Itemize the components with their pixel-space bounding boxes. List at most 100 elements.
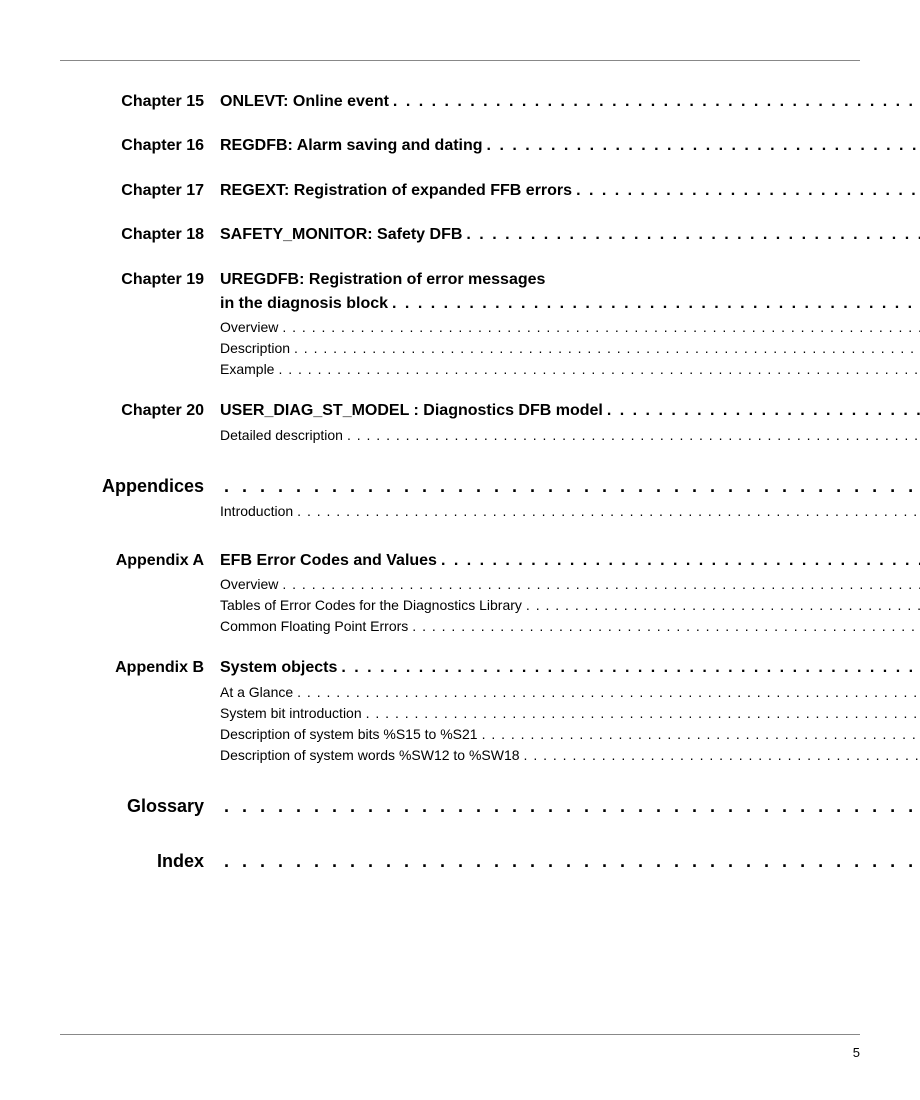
dot-leader: . . . . . . . . . . . . . . . . . . . . … (462, 224, 920, 246)
toc-sub-line: Description. . . . . . . . . . . . . . .… (220, 338, 920, 359)
toc-entry: Chapter 18SAFETY_MONITOR: Safety DFB. . … (60, 224, 860, 248)
toc-body: . . . . . . . . . . . . . . . . . . . . … (220, 849, 920, 876)
toc-sub-line: Detailed description. . . . . . . . . . … (220, 425, 920, 446)
toc-sub-line: Introduction. . . . . . . . . . . . . . … (220, 501, 920, 522)
spacer (60, 164, 860, 180)
toc-entry: Index. . . . . . . . . . . . . . . . . .… (60, 849, 860, 876)
toc-title-text: EFB Error Codes and Values (220, 550, 437, 572)
toc-body: . . . . . . . . . . . . . . . . . . . . … (220, 474, 920, 522)
toc-sub-line: Overview. . . . . . . . . . . . . . . . … (220, 317, 920, 338)
toc-sub-title: Description of system words %SW12 to %SW… (220, 745, 520, 766)
dot-leader: . . . . . . . . . . . . . . . . . . . . … (337, 657, 920, 679)
toc-title-text: REGDFB: Alarm saving and dating (220, 135, 483, 157)
dot-leader: . . . . . . . . . . . . . . . . . . . . … (437, 550, 920, 572)
toc-entry: Appendices. . . . . . . . . . . . . . . … (60, 474, 860, 522)
spacer (60, 450, 860, 474)
toc-sub-title: Tables of Error Codes for the Diagnostic… (220, 595, 522, 616)
toc-sub-title: Description of system bits %S15 to %S21 (220, 724, 478, 745)
toc-title-line: . . . . . . . . . . . . . . . . . . . . … (220, 794, 920, 819)
toc-page: Chapter 15ONLEVT: Online event. . . . . … (0, 0, 920, 944)
toc-container: Chapter 15ONLEVT: Online event. . . . . … (60, 91, 860, 904)
toc-label: Appendices (60, 474, 220, 522)
spacer (60, 526, 860, 550)
toc-label: Index (60, 849, 220, 876)
toc-title-line: ONLEVT: Online event. . . . . . . . . . … (220, 91, 920, 113)
toc-body: EFB Error Codes and Values. . . . . . . … (220, 550, 920, 637)
toc-title-line: . . . . . . . . . . . . . . . . . . . . … (220, 849, 920, 874)
dot-leader: . . . . . . . . . . . . . . . . . . . . … (572, 180, 920, 202)
toc-body: SAFETY_MONITOR: Safety DFB. . . . . . . … (220, 224, 920, 248)
toc-label: Glossary (60, 794, 220, 821)
toc-sub-title: Detailed description (220, 425, 343, 446)
page-number: 5 (853, 1045, 860, 1060)
toc-sub-line: Common Floating Point Errors. . . . . . … (220, 616, 920, 637)
toc-body: UREGDFB: Registration of error messagesi… (220, 269, 920, 381)
toc-sub-title: Overview (220, 317, 278, 338)
toc-sub-title: Example (220, 359, 274, 380)
toc-sub-line: System bit introduction. . . . . . . . .… (220, 703, 920, 724)
dot-leader: . . . . . . . . . . . . . . . . . . . . … (220, 849, 920, 874)
toc-label: Chapter 19 (60, 269, 220, 381)
toc-sub-title: Description (220, 338, 290, 359)
toc-entry: Chapter 16REGDFB: Alarm saving and datin… (60, 135, 860, 159)
toc-sub-line: At a Glance. . . . . . . . . . . . . . .… (220, 682, 920, 703)
toc-entry: Appendix BSystem objects. . . . . . . . … (60, 657, 860, 765)
dot-leader: . . . . . . . . . . . . . . . . . . . . … (293, 501, 920, 522)
toc-sub-line: Overview. . . . . . . . . . . . . . . . … (220, 574, 920, 595)
toc-title-line: System objects. . . . . . . . . . . . . … (220, 657, 920, 679)
toc-sub-line: Example. . . . . . . . . . . . . . . . .… (220, 359, 920, 380)
toc-sub-title: Overview (220, 574, 278, 595)
toc-label: Appendix B (60, 657, 220, 765)
toc-label: Chapter 16 (60, 135, 220, 159)
dot-leader: . . . . . . . . . . . . . . . . . . . . … (389, 91, 920, 113)
dot-leader: . . . . . . . . . . . . . . . . . . . . … (520, 745, 920, 766)
toc-label: Chapter 15 (60, 91, 220, 115)
dot-leader: . . . . . . . . . . . . . . . . . . . . … (278, 317, 920, 338)
spacer (60, 253, 860, 269)
dot-leader: . . . . . . . . . . . . . . . . . . . . … (220, 794, 920, 819)
spacer (60, 770, 860, 794)
toc-title-line: SAFETY_MONITOR: Safety DFB. . . . . . . … (220, 224, 920, 246)
spacer (60, 880, 860, 904)
toc-entry: Glossary. . . . . . . . . . . . . . . . … (60, 794, 860, 821)
toc-sub-title: Common Floating Point Errors (220, 616, 408, 637)
top-rule (60, 60, 860, 61)
toc-title-line: USER_DIAG_ST_MODEL : Diagnostics DFB mod… (220, 400, 920, 422)
dot-leader: . . . . . . . . . . . . . . . . . . . . … (278, 574, 920, 595)
toc-title-text: SAFETY_MONITOR: Safety DFB (220, 224, 462, 246)
toc-title-text: System objects (220, 657, 337, 679)
toc-body: . . . . . . . . . . . . . . . . . . . . … (220, 794, 920, 821)
toc-body: System objects. . . . . . . . . . . . . … (220, 657, 920, 765)
spacer (60, 119, 860, 135)
toc-sub-title: At a Glance (220, 682, 293, 703)
dot-leader: . . . . . . . . . . . . . . . . . . . . … (220, 474, 920, 499)
toc-title-text: USER_DIAG_ST_MODEL : Diagnostics DFB mod… (220, 400, 603, 422)
toc-title-text: REGEXT: Registration of expanded FFB err… (220, 180, 572, 202)
dot-leader: . . . . . . . . . . . . . . . . . . . . … (388, 293, 920, 315)
dot-leader: . . . . . . . . . . . . . . . . . . . . … (290, 338, 920, 359)
toc-entry: Chapter 20USER_DIAG_ST_MODEL : Diagnosti… (60, 400, 860, 445)
toc-sub-line: Tables of Error Codes for the Diagnostic… (220, 595, 920, 616)
spacer (60, 384, 860, 400)
toc-title-line1: UREGDFB: Registration of error messages (220, 269, 920, 291)
toc-body: ONLEVT: Online event. . . . . . . . . . … (220, 91, 920, 115)
toc-sub-line: Description of system words %SW12 to %SW… (220, 745, 920, 766)
spacer (60, 641, 860, 657)
toc-label: Chapter 20 (60, 400, 220, 445)
dot-leader: . . . . . . . . . . . . . . . . . . . . … (522, 595, 920, 616)
toc-entry: Chapter 19UREGDFB: Registration of error… (60, 269, 860, 381)
toc-title-line2: in the diagnosis block. . . . . . . . . … (220, 293, 920, 315)
toc-body: USER_DIAG_ST_MODEL : Diagnostics DFB mod… (220, 400, 920, 445)
toc-label: Appendix A (60, 550, 220, 637)
dot-leader: . . . . . . . . . . . . . . . . . . . . … (478, 724, 920, 745)
toc-sub-line: Description of system bits %S15 to %S21.… (220, 724, 920, 745)
toc-body: REGDFB: Alarm saving and dating. . . . .… (220, 135, 920, 159)
toc-label: Chapter 18 (60, 224, 220, 248)
toc-title-line: REGEXT: Registration of expanded FFB err… (220, 180, 920, 202)
toc-label: Chapter 17 (60, 180, 220, 204)
toc-entry: Chapter 17REGEXT: Registration of expand… (60, 180, 860, 204)
dot-leader: . . . . . . . . . . . . . . . . . . . . … (293, 682, 920, 703)
dot-leader: . . . . . . . . . . . . . . . . . . . . … (603, 400, 920, 422)
spacer (60, 208, 860, 224)
toc-entry: Appendix AEFB Error Codes and Values. . … (60, 550, 860, 637)
